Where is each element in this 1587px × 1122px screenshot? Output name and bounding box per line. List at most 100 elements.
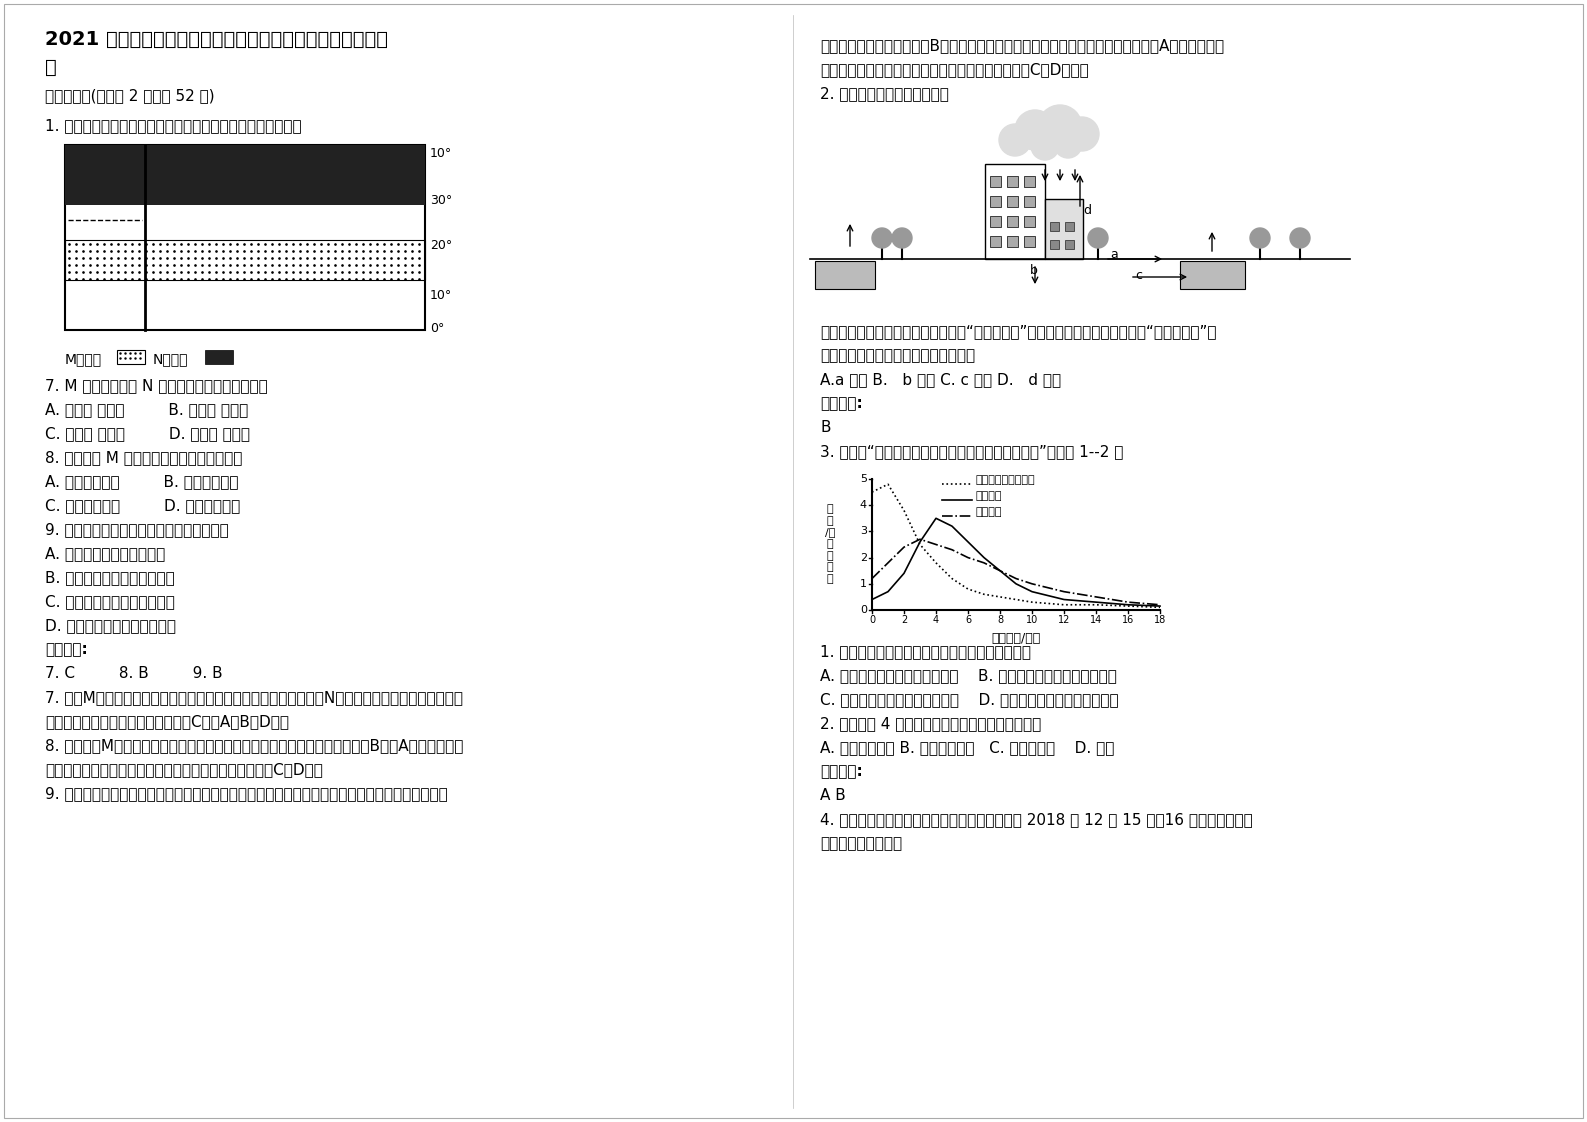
Text: 30°: 30°	[430, 193, 452, 206]
Text: A. 西南风 东北风         B. 东北风 西南风: A. 西南风 东北风 B. 东北风 西南风	[44, 402, 248, 417]
Text: 0°: 0°	[430, 322, 444, 334]
Text: 距市中心/千米: 距市中心/千米	[992, 632, 1041, 645]
Bar	[1024, 217, 1035, 227]
Text: 2: 2	[901, 615, 908, 625]
Bar	[1024, 176, 1035, 187]
Text: 9. 图示时期，气压带、风带北移，北半球是夏季，出现不合理的地理现象是地中海气候分布区温和: 9. 图示时期，气压带、风带北移，北半球是夏季，出现不合理的地理现象是地中海气候…	[44, 787, 448, 801]
Bar	[1051, 240, 1059, 249]
Text: A. 北印度洋海水自西向东流: A. 北印度洋海水自西向东流	[44, 546, 165, 561]
Bar	[1024, 196, 1035, 206]
Text: 2: 2	[860, 553, 867, 562]
Text: 参考答案:: 参考答案:	[820, 396, 863, 411]
Bar	[990, 217, 1001, 227]
Bar	[990, 196, 1001, 206]
Circle shape	[1016, 110, 1055, 150]
Text: A. 政策、劳动力 B. 市场、劳动力   C. 地价、市场    D. 政策: A. 政策、劳动力 B. 市场、劳动力 C. 地价、市场 D. 政策	[820, 741, 1114, 755]
Text: 1. 下图示意部分地区近地面气压带分布，读图回答下面小题。: 1. 下图示意部分地区近地面气压带分布，读图回答下面小题。	[44, 118, 302, 134]
Circle shape	[1038, 105, 1082, 149]
Text: b: b	[1030, 264, 1038, 277]
Text: 12: 12	[1059, 615, 1070, 625]
Text: 8. 全年受到M气压带影响的地区是热带雨林气候，气候特征是全年高温多雨，B对，A错。全年炎热: 8. 全年受到M气压带影响的地区是热带雨林气候，气候特征是全年高温多雨，B对，A…	[44, 738, 463, 753]
Text: 7. M 气压带以南和 N 气压带以北盛行风向分别是: 7. M 气压带以南和 N 气压带以北盛行风向分别是	[44, 378, 268, 393]
Text: 一、选择题(每小题 2 分，共 52 分): 一、选择题(每小题 2 分，共 52 分)	[44, 88, 214, 103]
Text: 4. 图甲为大气受热过程示意图，图乙为连云港市 2018 年 12 月 15 日、16 日天气示意图。: 4. 图甲为大气受热过程示意图，图乙为连云港市 2018 年 12 月 15 日…	[820, 812, 1252, 827]
Bar	[205, 350, 233, 364]
Text: 10°: 10°	[430, 147, 452, 159]
Text: 参考答案:: 参考答案:	[820, 764, 863, 779]
Text: 1. 该城市主要功能用地集中区由市中心向外依次是: 1. 该城市主要功能用地集中区由市中心向外依次是	[820, 644, 1032, 659]
Text: C. 商业及公共服务、工业、住宅    D. 住宅、工业、商业及公共服务: C. 商业及公共服务、工业、住宅 D. 住宅、工业、商业及公共服务	[820, 692, 1119, 707]
Bar	[144, 145, 425, 205]
Text: 10: 10	[1025, 615, 1038, 625]
Text: 8. 全年受到 M 气压带影响的地区气候特征是: 8. 全年受到 M 气压带影响的地区气候特征是	[44, 450, 243, 465]
Text: A. 商业及公共服务、住宅、工业    B. 住宅、商业及公共服务、工业: A. 商业及公共服务、住宅、工业 B. 住宅、商业及公共服务、工业	[820, 668, 1117, 683]
Text: 后，图中四个环节的变化符合实际的是: 后，图中四个环节的变化符合实际的是	[820, 348, 974, 364]
Text: 3. 下图为“我国某城市主要功能用地面积空间变化图”，完成 1--2 题: 3. 下图为“我国某城市主要功能用地面积空间变化图”，完成 1--2 题	[820, 444, 1124, 459]
Bar	[1051, 222, 1059, 231]
Text: C. 我国东南沿海台风活动频繁: C. 我国东南沿海台风活动频繁	[44, 594, 175, 609]
Text: 参考答案:: 参考答案:	[44, 642, 87, 657]
Text: 14: 14	[1090, 615, 1101, 625]
Circle shape	[1251, 228, 1270, 248]
Text: 7. 图示M气压带是赤道低气压带，以南是东南信风带，吹东南风。N气压带是副热带高气压带，以北: 7. 图示M气压带是赤道低气压带，以南是东南信风带，吹东南风。N气压带是副热带高…	[44, 690, 463, 705]
Bar	[986, 164, 1044, 259]
Bar	[816, 261, 874, 289]
Text: 6: 6	[965, 615, 971, 625]
Bar	[1044, 199, 1082, 259]
Circle shape	[1065, 117, 1100, 151]
Text: 7. C         8. B         9. B: 7. C 8. B 9. B	[44, 666, 222, 681]
Text: A.a 增加 B.   b 增加 C. c 减少 D.   d 减少: A.a 增加 B. b 增加 C. c 减少 D. d 减少	[820, 373, 1062, 387]
Bar	[65, 145, 425, 330]
Text: 该图回答下列各题。: 该图回答下列各题。	[820, 836, 901, 850]
Circle shape	[1054, 130, 1082, 158]
Bar	[1024, 236, 1035, 247]
Bar	[1008, 176, 1017, 187]
Text: 20°: 20°	[430, 239, 452, 251]
Text: C. 东南风 西南风         D. 西北风 东南风: C. 东南风 西南风 D. 西北风 东南风	[44, 426, 251, 441]
Text: A. 全年温和干燥         B. 全年高温多雨: A. 全年温和干燥 B. 全年高温多雨	[44, 473, 238, 489]
Text: 4: 4	[933, 615, 940, 625]
Bar	[1065, 222, 1074, 231]
Text: 0: 0	[860, 605, 867, 615]
Text: 8: 8	[997, 615, 1003, 625]
Text: 住宅用地: 住宅用地	[976, 507, 1003, 517]
Text: 是盛行西风带，盛行风向是西南风。C对，A、B、D错。: 是盛行西风带，盛行风向是西南风。C对，A、B、D错。	[44, 714, 289, 729]
Text: 1: 1	[860, 579, 867, 589]
Text: 5: 5	[860, 473, 867, 484]
Text: 4: 4	[860, 500, 867, 511]
Bar	[1008, 196, 1017, 206]
Text: 工业用地: 工业用地	[976, 491, 1003, 502]
Text: C. 全年炎热干燥         D. 全年温和湿润: C. 全年炎热干燥 D. 全年温和湿润	[44, 498, 240, 513]
Text: c: c	[1135, 269, 1143, 282]
Text: N气压带: N气压带	[152, 352, 189, 366]
Text: D. 我国西北地区河流正值汛期: D. 我国西北地区河流正值汛期	[44, 618, 176, 633]
Text: 10°: 10°	[430, 288, 452, 302]
Bar	[117, 350, 144, 364]
Bar	[1181, 261, 1244, 289]
Text: 18: 18	[1154, 615, 1166, 625]
Circle shape	[1089, 228, 1108, 248]
Text: 南沿海台风活动频繁，我国西北地区河流正值汛期，C、D合理。: 南沿海台风活动频繁，我国西北地区河流正值汛期，C、D合理。	[820, 62, 1089, 77]
Text: B. 地中海气候分布区温和多雨: B. 地中海气候分布区温和多雨	[44, 570, 175, 585]
Text: A B: A B	[820, 788, 846, 803]
Text: 9. 图示时期，下列地理现象出现不合理的是: 9. 图示时期，下列地理现象出现不合理的是	[44, 522, 229, 537]
Text: 16: 16	[1122, 615, 1135, 625]
Text: d: d	[1082, 204, 1090, 217]
Text: 面
积
/千
平
方
千
米: 面 积 /千 平 方 千 米	[825, 504, 835, 583]
Bar	[1008, 217, 1017, 227]
Bar	[65, 240, 425, 280]
Bar	[65, 145, 144, 205]
Text: 商业及公共服务用地: 商业及公共服务用地	[976, 475, 1036, 485]
Bar	[990, 176, 1001, 187]
Text: 2. 读城市水循环示意图，回答: 2. 读城市水循环示意图，回答	[820, 86, 949, 101]
Text: 多雨，是冬季的气候特征，B不合理。北印度洋海水受西南季风影响，自西向东流，A合理。我国东: 多雨，是冬季的气候特征，B不合理。北印度洋海水受西南季风影响，自西向东流，A合理…	[820, 38, 1224, 53]
Text: 2021 年山西省晋城市石苑中学高一地理上学期期末试卷含解: 2021 年山西省晋城市石苑中学高一地理上学期期末试卷含解	[44, 30, 387, 49]
Text: M气压带: M气压带	[65, 352, 102, 366]
Text: 0: 0	[870, 615, 874, 625]
Text: B: B	[820, 420, 830, 435]
Text: 干燥是热带沙漠气候，全年温和湿润是温带海洋性气候，C、D错。: 干燥是热带沙漠气候，全年温和湿润是温带海洋性气候，C、D错。	[44, 762, 322, 778]
Bar	[1065, 240, 1074, 249]
Circle shape	[998, 125, 1032, 156]
Text: a: a	[1109, 248, 1117, 260]
Circle shape	[871, 228, 892, 248]
